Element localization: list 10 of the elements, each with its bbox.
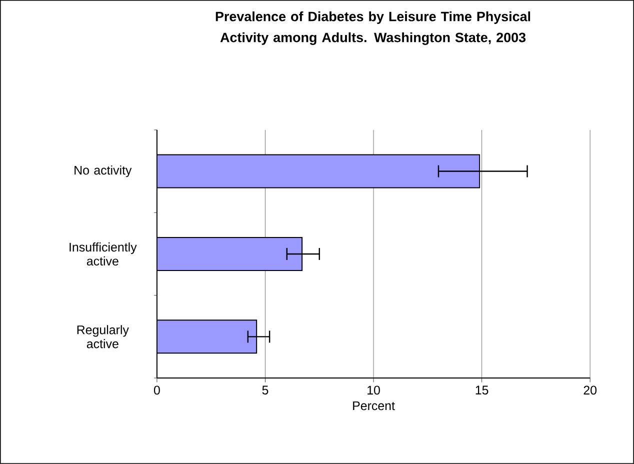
- x-axis-title: Percent: [353, 401, 395, 410]
- x-tick-label: 15: [476, 386, 488, 395]
- x-tick-label: 10: [368, 386, 380, 395]
- y-tick-label: Regularly active: [77, 325, 129, 348]
- x-tick-label: 5: [262, 386, 268, 395]
- x-tick-label: 20: [584, 386, 597, 395]
- x-tick-label: 0: [154, 386, 160, 395]
- chart-title: Prevalence of Diabetes by Leisure Time Physical Activity among Adults. Washington State, 2003: [216, 11, 530, 45]
- y-tick-label: Insufficiently active: [70, 242, 137, 266]
- y-tick-label: No activity: [74, 166, 132, 178]
